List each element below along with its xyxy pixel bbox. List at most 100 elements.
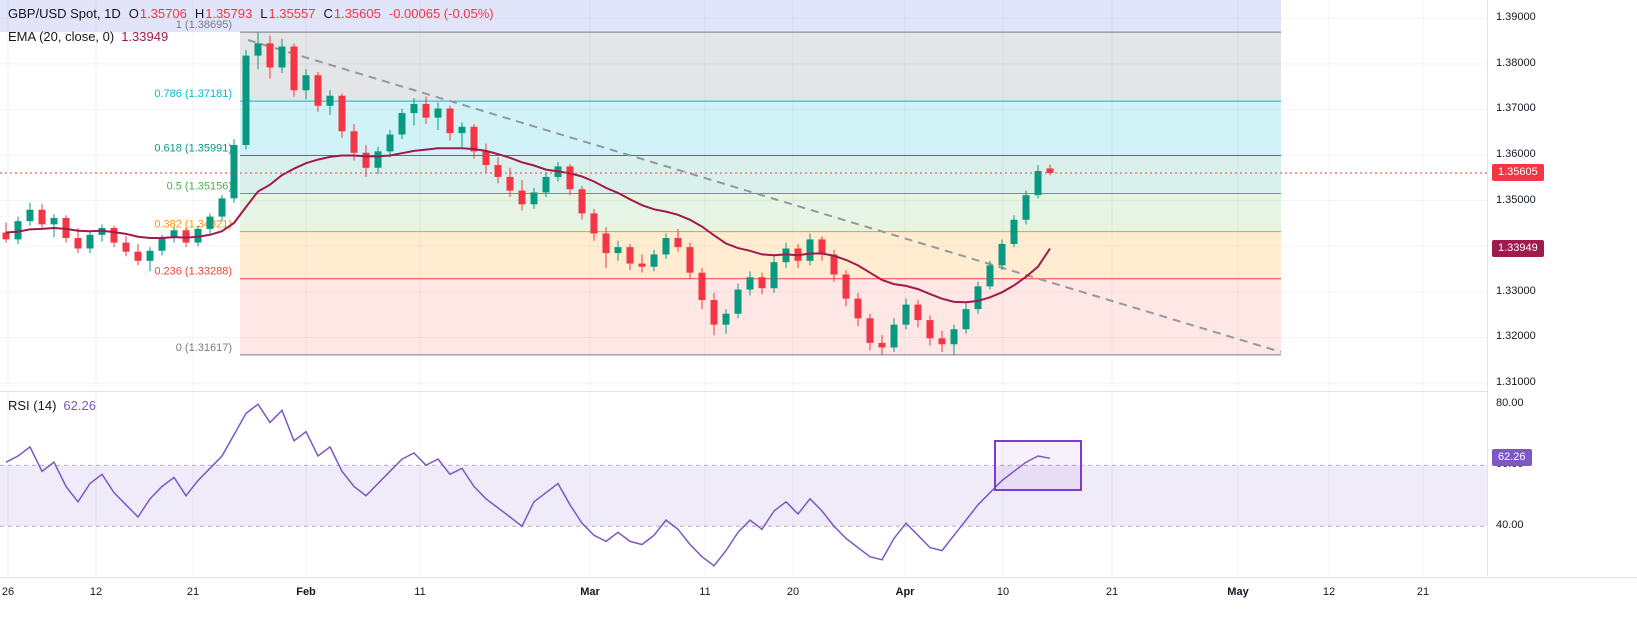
candle-body [878,342,886,348]
time-axis-label: 12 [1322,586,1336,598]
candle-body [950,329,958,345]
candle-body [254,43,262,56]
candle-body [302,75,310,91]
rsi-highlight-box[interactable] [994,440,1082,491]
time-axis-label: 26 [1,586,15,598]
fib-level-label[interactable]: 0.786 (1.37181) [154,88,232,100]
time-axis-label: 11 [699,586,711,598]
fib-band [240,101,1281,156]
candle-body [290,46,298,91]
candle-body [974,286,982,310]
candle-body [410,103,418,114]
candle-body [614,247,622,254]
candle-body [662,238,670,255]
candle-body [134,251,142,261]
candle-body [242,55,250,146]
trendline[interactable] [247,39,1282,353]
ohlc-o-value: 1.35706 [139,6,187,21]
candle-body [206,216,214,229]
candle-body [914,304,922,321]
fib-band [240,278,1281,355]
candle-body [470,126,478,152]
candle-body [1022,195,1030,220]
change-value: -0.00065 (-0.05%) [388,6,494,21]
rsi-line[interactable] [5,403,1051,567]
candle-body [674,238,682,248]
fib-level-label[interactable]: 1 (1.38695) [176,19,232,31]
candle-body [182,230,190,243]
candle-body [998,243,1006,266]
candle-body [446,108,454,134]
candle-body [722,313,730,325]
time-axis-label: 21 [1105,586,1119,598]
fib-level-label[interactable]: 0.5 (1.35156) [167,181,232,193]
time-axis-label: May [1227,586,1249,598]
main-chart-canvas[interactable]: 1 (1.38695) 0.786 (1.37181) 0.618 (1.35991… [0,0,1487,391]
candle-body [218,198,226,217]
ohlc-l-value: 1.35557 [268,6,316,21]
candle-body [962,309,970,330]
candle-body [14,221,22,240]
candle-body [230,145,238,199]
time-axis-label: Mar [580,586,600,598]
candle-body [278,46,286,68]
fib-band [240,155,1281,194]
candle-body [818,239,826,255]
candle-body [806,239,814,261]
candle-body [590,213,598,234]
rsi-indicator-value: 62.26 [63,398,96,413]
candle-body [770,262,778,289]
fib-band [240,193,1281,232]
candle-body [26,209,34,222]
candle-body [1034,170,1042,196]
candle-body [854,298,862,319]
rsi-value-badge: 62.26 [1492,449,1532,467]
ema-indicator-label[interactable]: EMA (20, close, 0) [8,29,115,44]
time-axis-label: Apr [895,586,915,598]
ohlc-values: O1.35706 H1.35793 L1.35557 C1.35605 [121,6,381,21]
candle-body [734,289,742,314]
time-axis-label: 21 [1416,586,1430,598]
fib-band [240,231,1281,279]
candle-body [1010,219,1018,244]
price-axis[interactable]: 1.35605 1.33949 62.26 1.39000 1.38000 1.37… [1487,0,1637,576]
time-axis[interactable]: 26 12 21 Feb 11 Mar 11 20 Apr 10 21 May 12 21 [0,577,1637,641]
ohlc-h-value: 1.35793 [205,6,253,21]
candle-body [170,230,178,239]
rsi-indicator-label[interactable]: RSI (14) [8,398,57,413]
candle-body [986,265,994,287]
ema-line[interactable] [5,147,1051,304]
rsi-chart-canvas[interactable] [0,392,1487,576]
candle-body [2,232,10,240]
fib-level-label[interactable]: 0.382 (1.34321) [154,219,232,231]
symbol-title[interactable]: GBP/USD Spot, 1D [8,6,121,21]
ohlc-h-label: H [194,6,205,21]
candle-body [338,95,346,132]
candle-body [530,192,538,205]
fib-band-above-1 [0,0,1281,33]
fib-level-label[interactable]: 0.236 (1.33288) [154,266,232,278]
price-tick: 1.39000 [1496,11,1536,24]
time-axis-label: 21 [186,586,200,598]
candle-body [38,209,46,225]
candle-body [890,324,898,348]
candle-body [746,277,754,290]
price-tick: 1.37000 [1496,102,1536,115]
candle-body [602,233,610,254]
candle-body [374,151,382,168]
rsi-legend: RSI (14) 62.26 [8,398,96,413]
time-axis-label: 11 [414,586,426,598]
ema-price-badge: 1.33949 [1492,239,1544,257]
fib-level-label[interactable]: 0 (1.31617) [176,342,232,354]
pane-separator[interactable] [0,391,1637,392]
candle-body [686,247,694,273]
fib-level-label[interactable]: 0.618 (1.35991) [154,142,232,154]
fib-band [240,32,1281,102]
ohlc-c-value: 1.35605 [333,6,381,21]
candle-body [386,134,394,152]
price-tick: 1.31000 [1496,376,1536,389]
candle-body [434,108,442,118]
time-axis-label: 10 [996,586,1010,598]
candle-body [710,300,718,325]
